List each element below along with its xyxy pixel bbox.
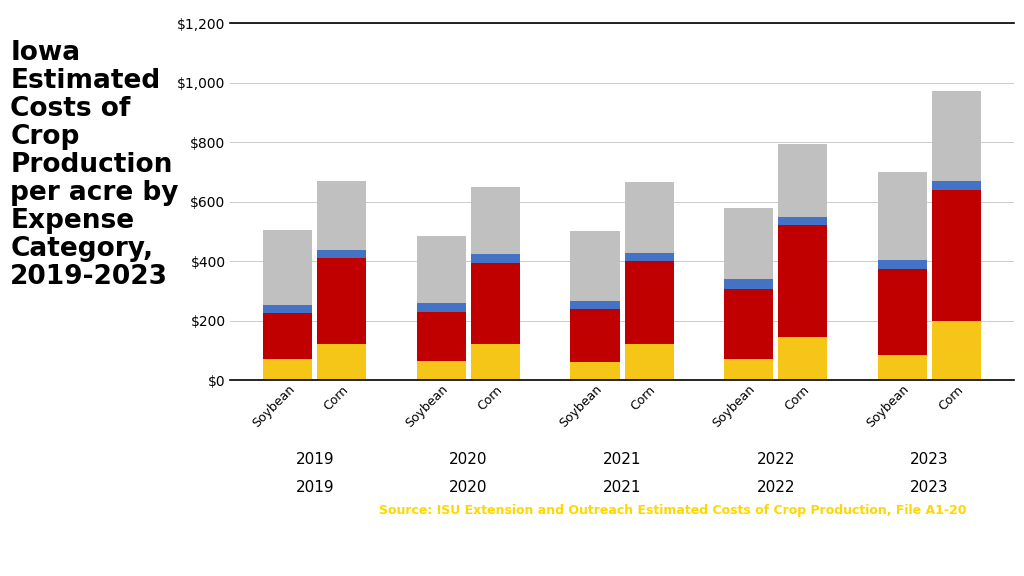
Bar: [471, 344, 520, 380]
Bar: [724, 289, 773, 359]
Text: Source: ISU Extension and Outreach Estimated Costs of Crop Production, File A1-2: Source: ISU Extension and Outreach Estim…: [379, 504, 967, 517]
Bar: [625, 261, 674, 344]
Text: Iowa
Estimated
Costs of
Crop
Production
per acre by
Expense
Category,
2019-2023: Iowa Estimated Costs of Crop Production …: [10, 40, 179, 290]
Bar: [878, 260, 927, 268]
Bar: [932, 181, 981, 190]
Text: 2023: 2023: [910, 480, 948, 495]
Bar: [878, 355, 927, 380]
Bar: [570, 362, 620, 380]
Bar: [625, 344, 674, 380]
Text: Extension and Outreach: Extension and Outreach: [10, 550, 161, 563]
Text: 2022: 2022: [757, 452, 795, 467]
Bar: [317, 344, 367, 380]
Bar: [932, 92, 981, 181]
Text: 2019: 2019: [296, 452, 334, 467]
Bar: [625, 182, 674, 253]
Text: Iowa State University: Iowa State University: [10, 507, 209, 524]
Bar: [263, 359, 312, 380]
Bar: [724, 279, 773, 289]
Bar: [570, 309, 620, 362]
Bar: [778, 225, 827, 337]
Bar: [417, 304, 466, 312]
Bar: [417, 361, 466, 380]
Bar: [932, 321, 981, 380]
Text: Ag Decision Maker: Ag Decision Maker: [614, 556, 730, 569]
Bar: [263, 313, 312, 359]
Bar: [778, 217, 827, 225]
Bar: [263, 230, 312, 305]
Bar: [878, 268, 927, 355]
Bar: [317, 258, 367, 344]
Bar: [878, 172, 927, 260]
Text: 2022: 2022: [757, 480, 795, 495]
Text: 2020: 2020: [450, 480, 487, 495]
Bar: [263, 305, 312, 313]
Text: 2020: 2020: [450, 452, 487, 467]
Bar: [570, 232, 620, 301]
Text: 2019: 2019: [296, 480, 334, 495]
Text: 2021: 2021: [603, 452, 641, 467]
Bar: [778, 143, 827, 217]
Bar: [932, 190, 981, 321]
Bar: [570, 301, 620, 309]
Bar: [471, 187, 520, 254]
Bar: [417, 312, 466, 361]
Bar: [778, 337, 827, 380]
Bar: [724, 207, 773, 279]
Bar: [417, 236, 466, 304]
Text: 2023: 2023: [910, 452, 948, 467]
Bar: [317, 250, 367, 258]
Bar: [625, 253, 674, 261]
Bar: [471, 254, 520, 263]
Bar: [471, 263, 520, 344]
Bar: [317, 181, 367, 250]
Text: 2021: 2021: [603, 480, 641, 495]
Bar: [724, 359, 773, 380]
